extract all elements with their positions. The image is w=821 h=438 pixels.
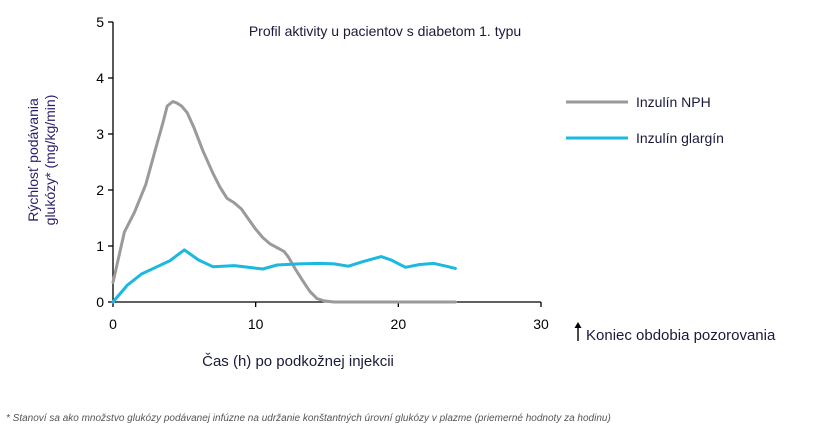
y-tick-label: 5 <box>96 14 104 30</box>
x-tick-label: 20 <box>391 316 407 332</box>
footnote: * Stanoví sa ako množstvo glukózy podáva… <box>6 413 611 424</box>
series-lines <box>111 100 457 304</box>
y-tick-label: 2 <box>96 182 104 198</box>
chart-title: Profil aktivity u pacientov s diabetom 1… <box>249 23 521 39</box>
legend: Inzulín NPH Inzulín glargín <box>566 94 724 146</box>
observation-end-annotation: Koniec obdobia pozorovania <box>574 322 776 344</box>
y-tick-label: 4 <box>96 70 104 86</box>
x-tick-label: 30 <box>533 316 549 332</box>
observation-end-label: Koniec obdobia pozorovania <box>586 327 776 344</box>
x-tick-label: 0 <box>109 316 117 332</box>
y-tick-label: 3 <box>96 126 104 142</box>
series-line-glargin <box>111 248 457 304</box>
x-ticks: 0 10 20 30 <box>109 302 549 332</box>
legend-label-npr: Inzulín NPH <box>636 94 711 110</box>
x-tick-label: 10 <box>248 316 264 332</box>
series-line-npr <box>111 100 457 304</box>
y-axis-label: Rýchlosť podávania glukózy* (mg/kg/min) <box>25 95 58 226</box>
y-ticks: 0 1 2 3 4 5 <box>96 14 113 310</box>
y-tick-label: 1 <box>96 238 104 254</box>
up-arrow-icon <box>574 322 582 341</box>
x-axis-label: Čas (h) po podkožnej injekcii <box>202 353 394 370</box>
y-tick-label: 0 <box>96 294 104 310</box>
legend-label-glargin: Inzulín glargín <box>636 130 724 146</box>
y-axis-label-line1: Rýchlosť podávania <box>25 98 41 222</box>
y-axis-label-line2: glukózy* (mg/kg/min) <box>42 95 58 226</box>
